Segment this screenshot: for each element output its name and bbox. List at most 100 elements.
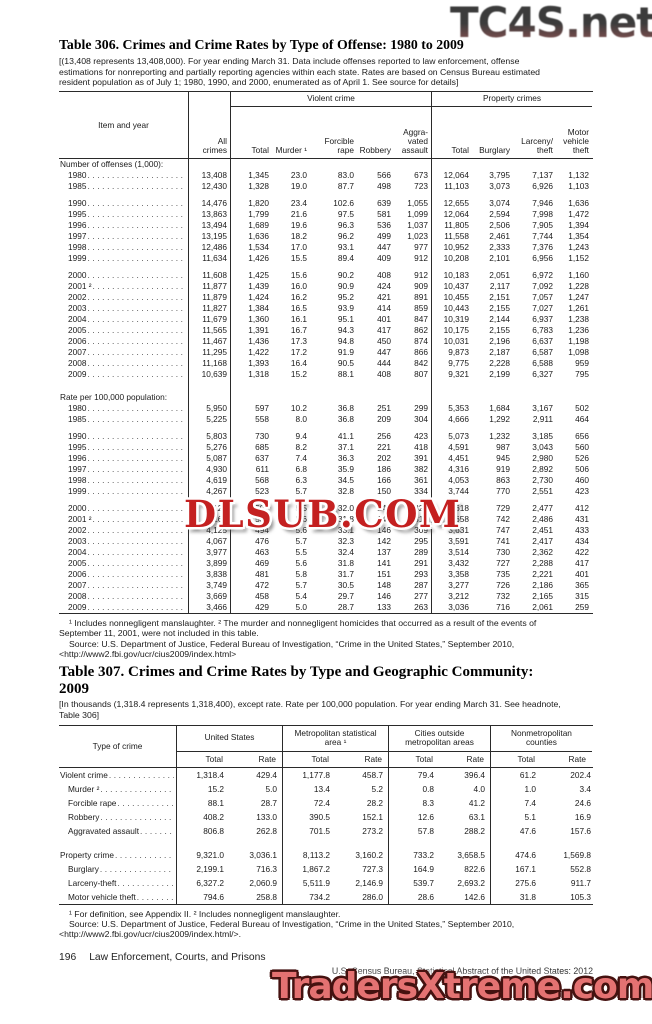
data-cell: 3,036.1 bbox=[249, 849, 277, 860]
column-header-total: Total bbox=[230, 106, 272, 158]
data-cell: 36.8 bbox=[337, 402, 354, 413]
data-cell: 5,950 bbox=[188, 402, 230, 414]
data-cell: 2,551 bbox=[532, 485, 553, 496]
row-label-cell: Murder ² bbox=[59, 782, 176, 796]
data-cell: 8,113.2 bbox=[282, 847, 335, 862]
data-cell: 16.5 bbox=[290, 302, 307, 313]
data-cell: 5.6 bbox=[295, 557, 307, 568]
footnote-line: <http://www2.fbi.gov/ucr/cius2009/index.… bbox=[59, 649, 237, 659]
data-cell bbox=[357, 380, 394, 392]
data-cell: 28.2 bbox=[366, 797, 383, 808]
row-label: 2007 bbox=[68, 579, 87, 590]
data-cell: 3,669 bbox=[188, 590, 230, 602]
data-cell: 523 bbox=[230, 485, 272, 497]
page-footer-source: U.S. Census Bureau, Statistical Abstract… bbox=[331, 966, 593, 976]
data-cell: 96.3 bbox=[337, 219, 354, 230]
row-label-cell: 2005 bbox=[59, 558, 188, 569]
data-cell: 37.1 bbox=[337, 441, 354, 452]
data-cell: 157.6 bbox=[570, 825, 591, 836]
data-cell: 5.5 bbox=[295, 502, 307, 513]
data-cell: 558 bbox=[230, 413, 272, 425]
data-cell: 6,937 bbox=[532, 313, 553, 324]
data-cell: 16.1 bbox=[290, 313, 307, 324]
data-cell bbox=[431, 158, 472, 170]
data-cell: 287 bbox=[414, 579, 428, 590]
footer-section-title: Law Enforcement, Courts, and Prisons bbox=[89, 952, 266, 963]
data-cell: 88.1 bbox=[176, 795, 229, 810]
data-cell: 32.3 bbox=[337, 535, 354, 546]
row-label: 1998 bbox=[68, 474, 87, 485]
footnote-line: <http://www2.fbi.gov/ucr/cius2009/index.… bbox=[59, 929, 242, 940]
data-cell: 611 bbox=[230, 463, 272, 475]
data-cell: 1,425 bbox=[230, 269, 272, 281]
data-cell bbox=[282, 837, 335, 848]
data-cell: 3,036 bbox=[431, 601, 472, 613]
data-cell: 458.7 bbox=[362, 769, 383, 780]
data-cell: 334 bbox=[414, 485, 428, 496]
data-cell: 28.7 bbox=[260, 797, 277, 808]
data-cell: 1,318.4 bbox=[176, 767, 229, 782]
data-cell: 35.9 bbox=[337, 463, 354, 474]
data-cell: 2,228 bbox=[489, 357, 510, 368]
leader-dots bbox=[108, 768, 174, 782]
data-cell: 460 bbox=[575, 474, 589, 485]
data-cell: 7.4 bbox=[295, 452, 307, 463]
data-cell: 1,391 bbox=[230, 324, 272, 336]
spacer-row bbox=[59, 379, 593, 392]
data-cell: 4,267 bbox=[188, 485, 230, 497]
data-cell: 770 bbox=[496, 485, 510, 496]
data-cell: 912 bbox=[414, 269, 428, 280]
data-cell: 401 bbox=[377, 313, 391, 324]
data-cell: 10,443 bbox=[431, 302, 472, 314]
column-header-rate: Rate bbox=[466, 754, 484, 765]
column-header-total: Total bbox=[176, 751, 229, 767]
data-cell: 1,472 bbox=[568, 208, 589, 219]
data-cell: 1,292 bbox=[489, 413, 510, 424]
data-cell: 2,146.9 bbox=[355, 877, 383, 888]
data-cell: 3,185 bbox=[532, 430, 553, 441]
data-cell: 2,288 bbox=[532, 557, 553, 568]
data-cell: 146 bbox=[377, 590, 391, 601]
data-cell: 1,689 bbox=[230, 219, 272, 231]
data-cell: 7,905 bbox=[532, 219, 553, 230]
leader-dots bbox=[86, 536, 186, 547]
leader-dots bbox=[86, 347, 186, 358]
data-cell: 63.1 bbox=[468, 811, 485, 822]
data-cell: 29.7 bbox=[337, 590, 354, 601]
data-cell: 1,152 bbox=[568, 252, 589, 263]
data-cell: 429 bbox=[230, 601, 272, 613]
data-cell: 874 bbox=[414, 335, 428, 346]
row-label: 1996 bbox=[68, 219, 87, 230]
data-cell: 16.4 bbox=[290, 357, 307, 368]
data-cell: 1.0 bbox=[490, 781, 541, 796]
data-cell: 1,328 bbox=[230, 180, 272, 192]
data-cell: 2,594 bbox=[489, 208, 510, 219]
data-cell: 5,353 bbox=[431, 402, 472, 414]
data-cell: 701.5 bbox=[282, 823, 335, 838]
data-cell: 79.4 bbox=[388, 767, 439, 782]
data-cell: 7,376 bbox=[532, 241, 553, 252]
row-label: 2008 bbox=[68, 590, 87, 601]
data-cell: 1,569.8 bbox=[563, 849, 591, 860]
spacer-row bbox=[59, 496, 593, 503]
data-cell: 21.6 bbox=[290, 208, 307, 219]
data-cell: 1,436 bbox=[230, 335, 272, 347]
data-cell: 842 bbox=[414, 357, 428, 368]
leader-dots bbox=[86, 475, 186, 486]
data-cell bbox=[230, 191, 272, 198]
leader-dots bbox=[86, 292, 186, 303]
data-cell: 733.2 bbox=[388, 847, 439, 862]
data-cell: 33.1 bbox=[337, 524, 354, 535]
column-header-aggravated-assault: Aggra- vated assault bbox=[401, 126, 428, 156]
data-cell: 11,168 bbox=[188, 357, 230, 369]
row-label-cell: Violent crime bbox=[59, 768, 176, 782]
table-row: Aggravated assault 806.8 262.8 701.5 273.2 57… bbox=[59, 823, 593, 838]
data-cell: 2,101 bbox=[489, 252, 510, 263]
